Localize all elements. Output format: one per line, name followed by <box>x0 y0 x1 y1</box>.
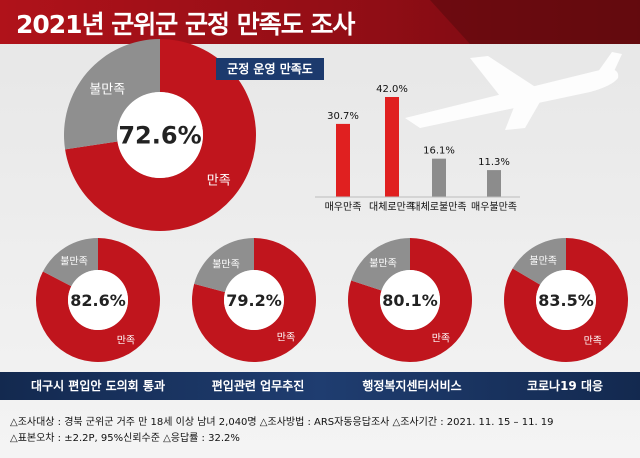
donut-2-label-dissatisfied: 불만족 <box>212 258 240 270</box>
caption-4: 코로나19 대응 <box>526 379 604 393</box>
donut-4-center-label: 83.5% <box>538 291 594 310</box>
donut-3-hole <box>380 270 440 330</box>
bar-3-value-label: 11.3% <box>478 157 510 168</box>
donut-4-label-dissatisfied: 불만족 <box>529 255 557 267</box>
donut-1-slice-satisfied <box>35 238 160 363</box>
donut-main-label-dissatisfied: 불만족 <box>89 83 125 98</box>
bar-1-category-label: 대체로만족 <box>369 201 415 213</box>
donut-main-hole <box>117 92 203 178</box>
caption-strip <box>0 372 640 400</box>
donut-main-label-satisfied: 만족 <box>207 173 231 188</box>
donut-3-label-satisfied: 만족 <box>432 332 450 344</box>
donut-main-center-label: 72.6% <box>118 122 201 150</box>
banner-accent <box>430 0 640 44</box>
caption-3: 행정복지센터서비스 <box>362 379 462 393</box>
bar-3 <box>487 170 501 197</box>
donut-4-hole <box>536 270 596 330</box>
bar-2 <box>432 158 446 197</box>
donut-1-center-label: 82.6% <box>70 291 126 310</box>
bar-0 <box>336 123 350 197</box>
caption-2: 편입관련 업무추진 <box>211 379 305 393</box>
bar-1-value-label: 42.0% <box>376 84 408 95</box>
donut-2-slice-satisfied <box>192 238 316 362</box>
bar-1 <box>385 97 399 197</box>
donut-4-slice-dissatisfied <box>512 238 566 285</box>
donut-4-slice-satisfied <box>503 238 628 362</box>
donut-3-label-dissatisfied: 불만족 <box>369 258 397 270</box>
donut-1-label-satisfied: 만족 <box>117 334 135 346</box>
bar-3-category-label: 매우불만족 <box>471 201 517 213</box>
donut-3-slice-satisfied <box>347 238 472 363</box>
donut-4-label-satisfied: 만족 <box>584 335 602 347</box>
donut-2-slice-dissatisfied <box>194 238 254 293</box>
page-title: 2021년 군위군 군정 만족도 조사 <box>16 10 355 39</box>
airplane-icon <box>405 52 622 130</box>
donut-1-hole <box>68 270 128 330</box>
caption-1: 대구시 편입안 도의회 통과 <box>31 379 165 393</box>
bar-0-value-label: 30.7% <box>327 111 359 122</box>
donut-main-slice-dissatisfied <box>64 39 160 150</box>
bar-2-category-label: 대체로불만족 <box>411 201 466 213</box>
donut-2-label-satisfied: 만족 <box>277 332 295 344</box>
footer-line-1: △조사대상 : 경북 군위군 거주 만 18세 이상 남녀 2,040명 △조사… <box>10 417 554 428</box>
footer-line-2: △표본오차 : ±2.2P, 95%신뢰수준 △응답률 : 32.2% <box>10 433 240 444</box>
donut-main-slice-satisfied <box>65 39 257 231</box>
donut-3-slice-dissatisfied <box>351 238 410 291</box>
donut-2-center-label: 79.2% <box>226 291 282 310</box>
donut-1-slice-dissatisfied <box>42 238 98 287</box>
bar-0-category-label: 매우만족 <box>325 201 362 213</box>
donut-1-label-dissatisfied: 불만족 <box>60 256 88 268</box>
donut-2-hole <box>224 270 284 330</box>
donut-3-center-label: 80.1% <box>382 291 438 310</box>
bar-2-value-label: 16.1% <box>423 146 455 157</box>
main-chart-tag: 군정 운영 만족도 <box>216 58 324 80</box>
